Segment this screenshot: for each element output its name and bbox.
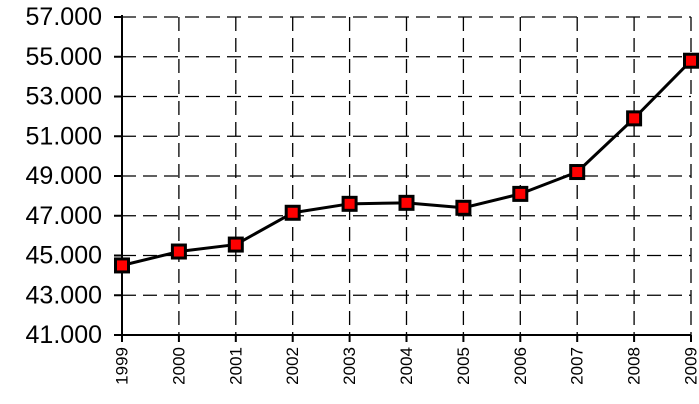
data-point-marker	[571, 166, 584, 179]
grid-layer	[122, 17, 691, 335]
x-tick-label: 2005	[454, 347, 473, 385]
data-point-marker	[457, 201, 470, 214]
x-tick-label: 2003	[340, 347, 359, 385]
x-tick-label: 2006	[511, 347, 530, 385]
x-tick-label: 1999	[113, 347, 132, 385]
x-tick-labels: 1999 2000 2001 2002 2003 2004 2005 2006 2007 2008…	[113, 347, 699, 385]
data-point-marker	[116, 259, 129, 272]
y-tick-label: 53.000	[26, 83, 102, 111]
data-point-marker	[628, 112, 641, 125]
y-tick-label: 49.000	[26, 162, 102, 190]
x-tick-label: 2008	[625, 347, 644, 385]
y-tick-label: 43.000	[26, 281, 102, 309]
y-tick-label: 55.000	[26, 43, 102, 71]
x-tick-label: 2001	[226, 347, 245, 385]
y-tick-label: 47.000	[26, 202, 102, 230]
data-point-marker	[229, 238, 242, 251]
y-tick-label: 45.000	[26, 242, 102, 270]
data-point-marker	[400, 196, 413, 209]
data-point-marker	[514, 187, 527, 200]
y-tick-label: 41.000	[26, 321, 102, 349]
axis-layer	[114, 15, 691, 342]
x-tick-label: 2007	[568, 347, 587, 385]
y-tick-label: 51.000	[26, 122, 102, 150]
data-point-marker	[286, 206, 299, 219]
x-tick-label: 2002	[283, 347, 302, 385]
x-tick-label: 2000	[169, 347, 188, 385]
data-point-marker	[172, 245, 185, 258]
y-tick-labels: 41.000 43.000 45.000 47.000 49.000 51.000 53.0…	[26, 3, 102, 349]
x-tick-label: 2004	[397, 347, 416, 385]
x-tick-label: 2009	[682, 347, 699, 385]
data-point-marker	[685, 54, 698, 67]
y-tick-label: 57.000	[26, 3, 102, 31]
data-point-marker	[343, 197, 356, 210]
